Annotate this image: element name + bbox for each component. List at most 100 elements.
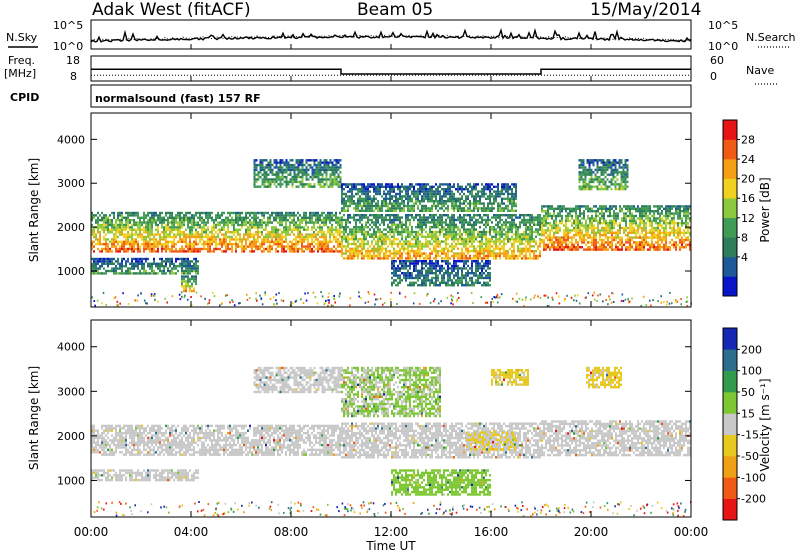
heatmap-cell (273, 178, 276, 181)
heatmap-cell (353, 250, 355, 253)
heatmap-cell (223, 221, 225, 224)
heatmap-cell (549, 241, 551, 244)
heatmap-cell (95, 265, 97, 268)
heatmap-cell (623, 226, 625, 230)
heatmap-cell (625, 234, 627, 237)
heatmap-cell (587, 224, 589, 227)
heatmap-cell (327, 168, 330, 172)
heatmap-cell (345, 252, 347, 255)
heatmap-cell (237, 223, 239, 227)
heatmap-cell (171, 245, 173, 248)
heatmap-cell (253, 233, 255, 236)
heatmap-cell (437, 221, 439, 224)
heatmap-cell (613, 226, 615, 230)
heatmap-cell (245, 223, 247, 227)
heatmap-cell (327, 166, 330, 169)
heatmap-cell (493, 235, 495, 238)
heatmap-cell (279, 216, 281, 219)
heatmap-cell (207, 221, 209, 224)
heatmap-cell (473, 221, 475, 224)
heatmap-cell (247, 231, 249, 234)
heatmap-cell (419, 242, 421, 246)
heatmap-cell (377, 207, 379, 210)
heatmap-cell (559, 229, 561, 232)
heatmap-cell (185, 219, 187, 222)
heatmap-cell (387, 214, 389, 217)
heatmap-cell (129, 221, 131, 224)
heatmap-cell (177, 221, 179, 224)
heatmap-cell (525, 257, 527, 260)
heatmap-cell (433, 240, 435, 243)
heatmap-cell (485, 221, 487, 224)
heatmap-cell (351, 238, 353, 241)
heatmap-cell (307, 228, 309, 231)
heatmap-cell (311, 243, 313, 246)
heatmap-cell (329, 250, 331, 253)
heatmap-cell (363, 216, 365, 219)
heatmap-cell (397, 200, 399, 203)
heatmap-cell (187, 260, 189, 263)
heatmap-cell (521, 214, 523, 217)
heatmap-cell (637, 231, 639, 234)
heatmap-cell (509, 254, 511, 258)
heatmap-cell (207, 240, 209, 243)
heatmap-cell (619, 224, 621, 227)
heatmap-cell (481, 216, 483, 219)
noise-tick-left-bottom: 10^0 (53, 40, 83, 53)
heatmap-cell (399, 209, 401, 212)
heatmap-cell (313, 168, 316, 172)
heatmap-cell (663, 207, 665, 210)
heatmap-cell (439, 218, 441, 222)
heatmap-cell (91, 240, 93, 243)
heatmap-cell (337, 243, 339, 246)
heatmap-cell (127, 233, 129, 236)
heatmap-cell (423, 214, 425, 217)
heatmap-cell (673, 234, 675, 237)
heatmap-cell (167, 219, 169, 222)
heatmap-cell (475, 223, 477, 226)
heatmap-cell (467, 250, 469, 253)
heatmap-cell (151, 211, 153, 215)
heatmap-cell (525, 221, 527, 224)
heatmap-cell (667, 205, 669, 208)
heatmap-cell (543, 246, 545, 249)
heatmap-cell (309, 185, 312, 188)
heatmap-cell (553, 226, 555, 230)
heatmap-cell (549, 236, 551, 239)
heatmap-cell (415, 240, 417, 243)
heatmap-cell (455, 218, 457, 222)
heatmap-cell (317, 231, 319, 234)
heatmap-cell (647, 217, 649, 220)
heatmap-cell (247, 211, 249, 215)
heatmap-cell (369, 245, 371, 248)
heatmap-cell (687, 224, 689, 227)
heatmap-cell (327, 228, 329, 231)
heatmap-cell (165, 262, 167, 265)
heatmap-cell (325, 168, 328, 172)
heatmap-cell (487, 218, 489, 222)
heatmap-cell (293, 171, 296, 174)
heatmap-cell (323, 243, 325, 246)
heatmap-cell (365, 207, 367, 210)
heatmap-cell (301, 221, 303, 224)
heatmap-cell (99, 250, 101, 253)
heatmap-cell (381, 250, 383, 253)
heatmap-cell (319, 231, 321, 234)
heatmap-cell (347, 190, 349, 193)
heatmap-cell (505, 214, 507, 217)
heatmap-cell (265, 185, 268, 188)
heatmap-cell (275, 235, 277, 239)
heatmap-cell (373, 214, 375, 217)
heatmap-cell (523, 247, 525, 250)
heatmap-cell (437, 226, 439, 229)
heatmap-cell (447, 216, 449, 219)
heatmap-cell (137, 211, 139, 215)
heatmap-cell (427, 218, 429, 222)
heatmap-cell (199, 223, 201, 227)
heatmap-cell (223, 243, 225, 246)
heatmap-cell (303, 238, 305, 241)
heatmap-cell (333, 180, 336, 184)
heatmap-cell (603, 222, 605, 225)
heatmap-cell (685, 205, 687, 208)
heatmap-cell (617, 248, 619, 251)
